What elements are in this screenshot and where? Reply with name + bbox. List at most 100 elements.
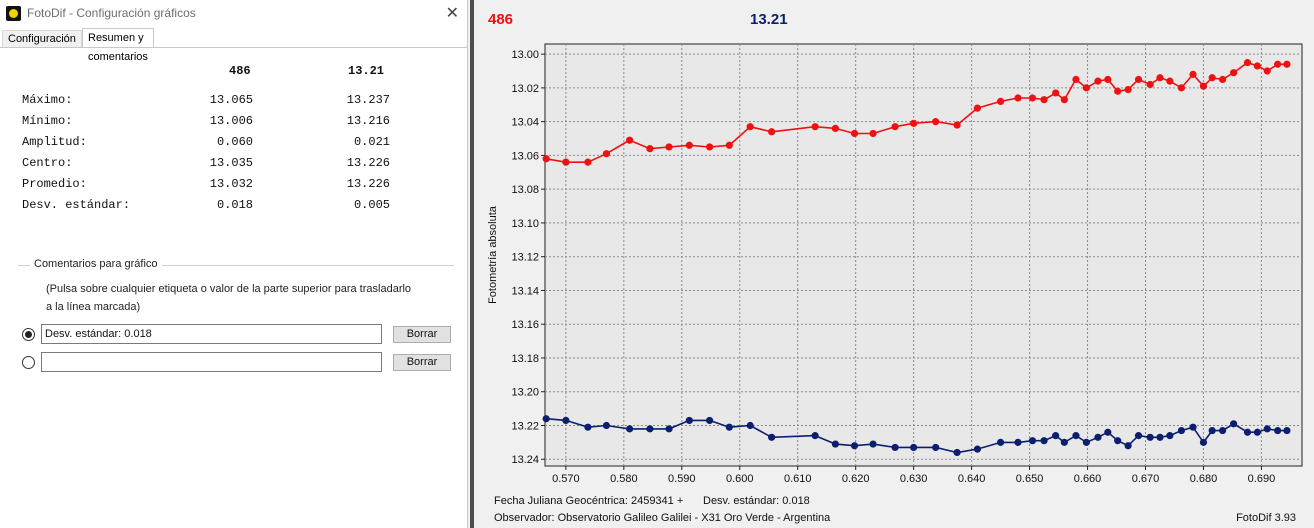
summary-label[interactable]: Desv. estándar: [22,198,131,212]
panel-splitter[interactable] [470,0,474,528]
series-2-point [973,445,982,453]
series-2-point [1040,437,1048,445]
series-2-point [1124,442,1132,450]
series-1-point [850,129,859,138]
window-title: FotoDif - Configuración gráficos [27,6,196,20]
summary-value[interactable]: 13.226 [346,177,390,191]
summary-label[interactable]: Promedio: [22,177,87,191]
summary-label[interactable]: Mínimo: [22,114,73,128]
comment-line-2-radio[interactable] [22,356,35,369]
series-2-point [665,425,673,433]
summary-label[interactable]: Amplitud: [22,135,87,149]
summary-row: Promedio: 13.032 13.226 [22,177,390,197]
series-1-point [1082,84,1090,92]
series-1-point [1199,82,1208,90]
tab-resumen-comentarios[interactable]: Resumen y comentarios [82,28,154,63]
y-tick-label: 13.02 [511,83,539,95]
fotodif-app-icon [6,6,21,21]
comment-line-1-radio[interactable] [22,328,35,341]
series-1-point [973,104,982,112]
series-1-point [831,124,839,132]
x-tick-label: 0.600 [726,473,754,485]
series-2-point [953,448,961,457]
y-tick-label: 13.24 [511,454,539,466]
series-1-point [910,119,918,127]
series-1-point [1104,75,1112,84]
series-1-point [1283,60,1291,68]
tab-configuracion[interactable]: Configuración [2,30,82,48]
y-tick-label: 13.18 [511,353,539,365]
summary-value[interactable]: 0.005 [353,198,390,212]
summary-value[interactable]: 13.065 [209,93,253,107]
series-1-point [1253,62,1261,70]
summary-value[interactable]: 13.226 [346,156,390,170]
series-1-point [584,158,592,166]
summary-value[interactable]: 0.021 [353,135,390,149]
y-tick-label: 13.00 [511,49,539,61]
series-2-point [891,443,899,452]
series-1-point [665,143,673,151]
summary-value[interactable]: 0.060 [216,135,253,149]
series-2-point [584,423,592,431]
y-tick-label: 13.06 [511,150,539,162]
summary-value[interactable]: 13.216 [346,114,390,128]
chart-panel: 486 13.21 13.00 13.02 13.04 13.06 13.08 13.10… [470,0,1314,528]
summary-col-header-1[interactable]: 486 [229,64,251,78]
summary-label[interactable]: Centro: [22,156,73,170]
footer-version: FotoDif 3.93 [1236,512,1296,524]
series-1-point [891,123,899,131]
series-2-point [1146,433,1154,441]
x-tick-label: 0.630 [900,473,928,485]
series-1-point [1072,75,1080,84]
series-2-point [562,416,570,425]
series-2-point [1263,425,1271,433]
summary-value[interactable]: 0.018 [216,198,253,212]
series-1-point [932,118,940,126]
comment-line-2-clear-button[interactable]: Borrar [393,354,451,371]
summary-value[interactable]: 13.237 [346,93,390,107]
summary-col-header-2[interactable]: 13.21 [348,64,385,78]
comment-line-2-input[interactable] [41,352,382,372]
series-1-point [1156,74,1164,82]
y-tick-label: 13.04 [511,117,539,129]
series-2-point [685,416,693,425]
y-tick-label: 13.08 [511,184,539,196]
summary-row: Mínimo: 13.006 13.216 [22,114,390,134]
close-icon[interactable]: ✕ [445,5,459,22]
plot-area [544,43,1303,467]
series-2-point [831,440,839,448]
y-tick-label: 13.22 [511,420,539,432]
summary-row: Desv. estándar: 0.018 0.005 [22,198,390,218]
series-2-point [1094,433,1102,441]
series-1-point [1166,77,1174,85]
y-tick-label: 13.20 [511,387,539,399]
series-2-point [1114,437,1122,445]
series-1-point [706,143,714,151]
series-2-point [1052,432,1060,440]
series-1-point [1208,74,1216,82]
x-axis-ticks: 0.570 0.580 0.590 0.600 0.610 0.620 0.630 0.640… [552,466,1275,485]
series-2-point [1104,428,1112,436]
summary-value[interactable]: 13.035 [209,156,253,170]
summary-label[interactable]: Máximo: [22,93,73,107]
comments-note-line: a la línea marcada) [46,301,141,313]
x-tick-label: 0.650 [1016,473,1044,485]
series-2-point [1060,438,1068,446]
series-2-point [811,432,819,440]
series-1-point [953,121,961,129]
series-1-point [725,141,733,149]
series-2-point [850,442,859,450]
comment-line-1-clear-button[interactable]: Borrar [393,326,451,343]
series-1-point [996,97,1005,105]
comment-line-1-input[interactable] [41,324,382,344]
series-1-point [1177,84,1186,92]
footer-std: Desv. estándar: 0.018 [703,495,810,507]
summary-value[interactable]: 13.006 [209,114,253,128]
y-axis-ticks: 13.00 13.02 13.04 13.06 13.08 13.10 13.12 13.14… [511,49,545,466]
series-2-point [1028,437,1037,445]
series-2-point [1199,438,1208,446]
x-tick-label: 0.580 [610,473,638,485]
series-1-point [768,128,776,136]
series-2-point [1166,432,1174,440]
summary-value[interactable]: 13.032 [209,177,253,191]
